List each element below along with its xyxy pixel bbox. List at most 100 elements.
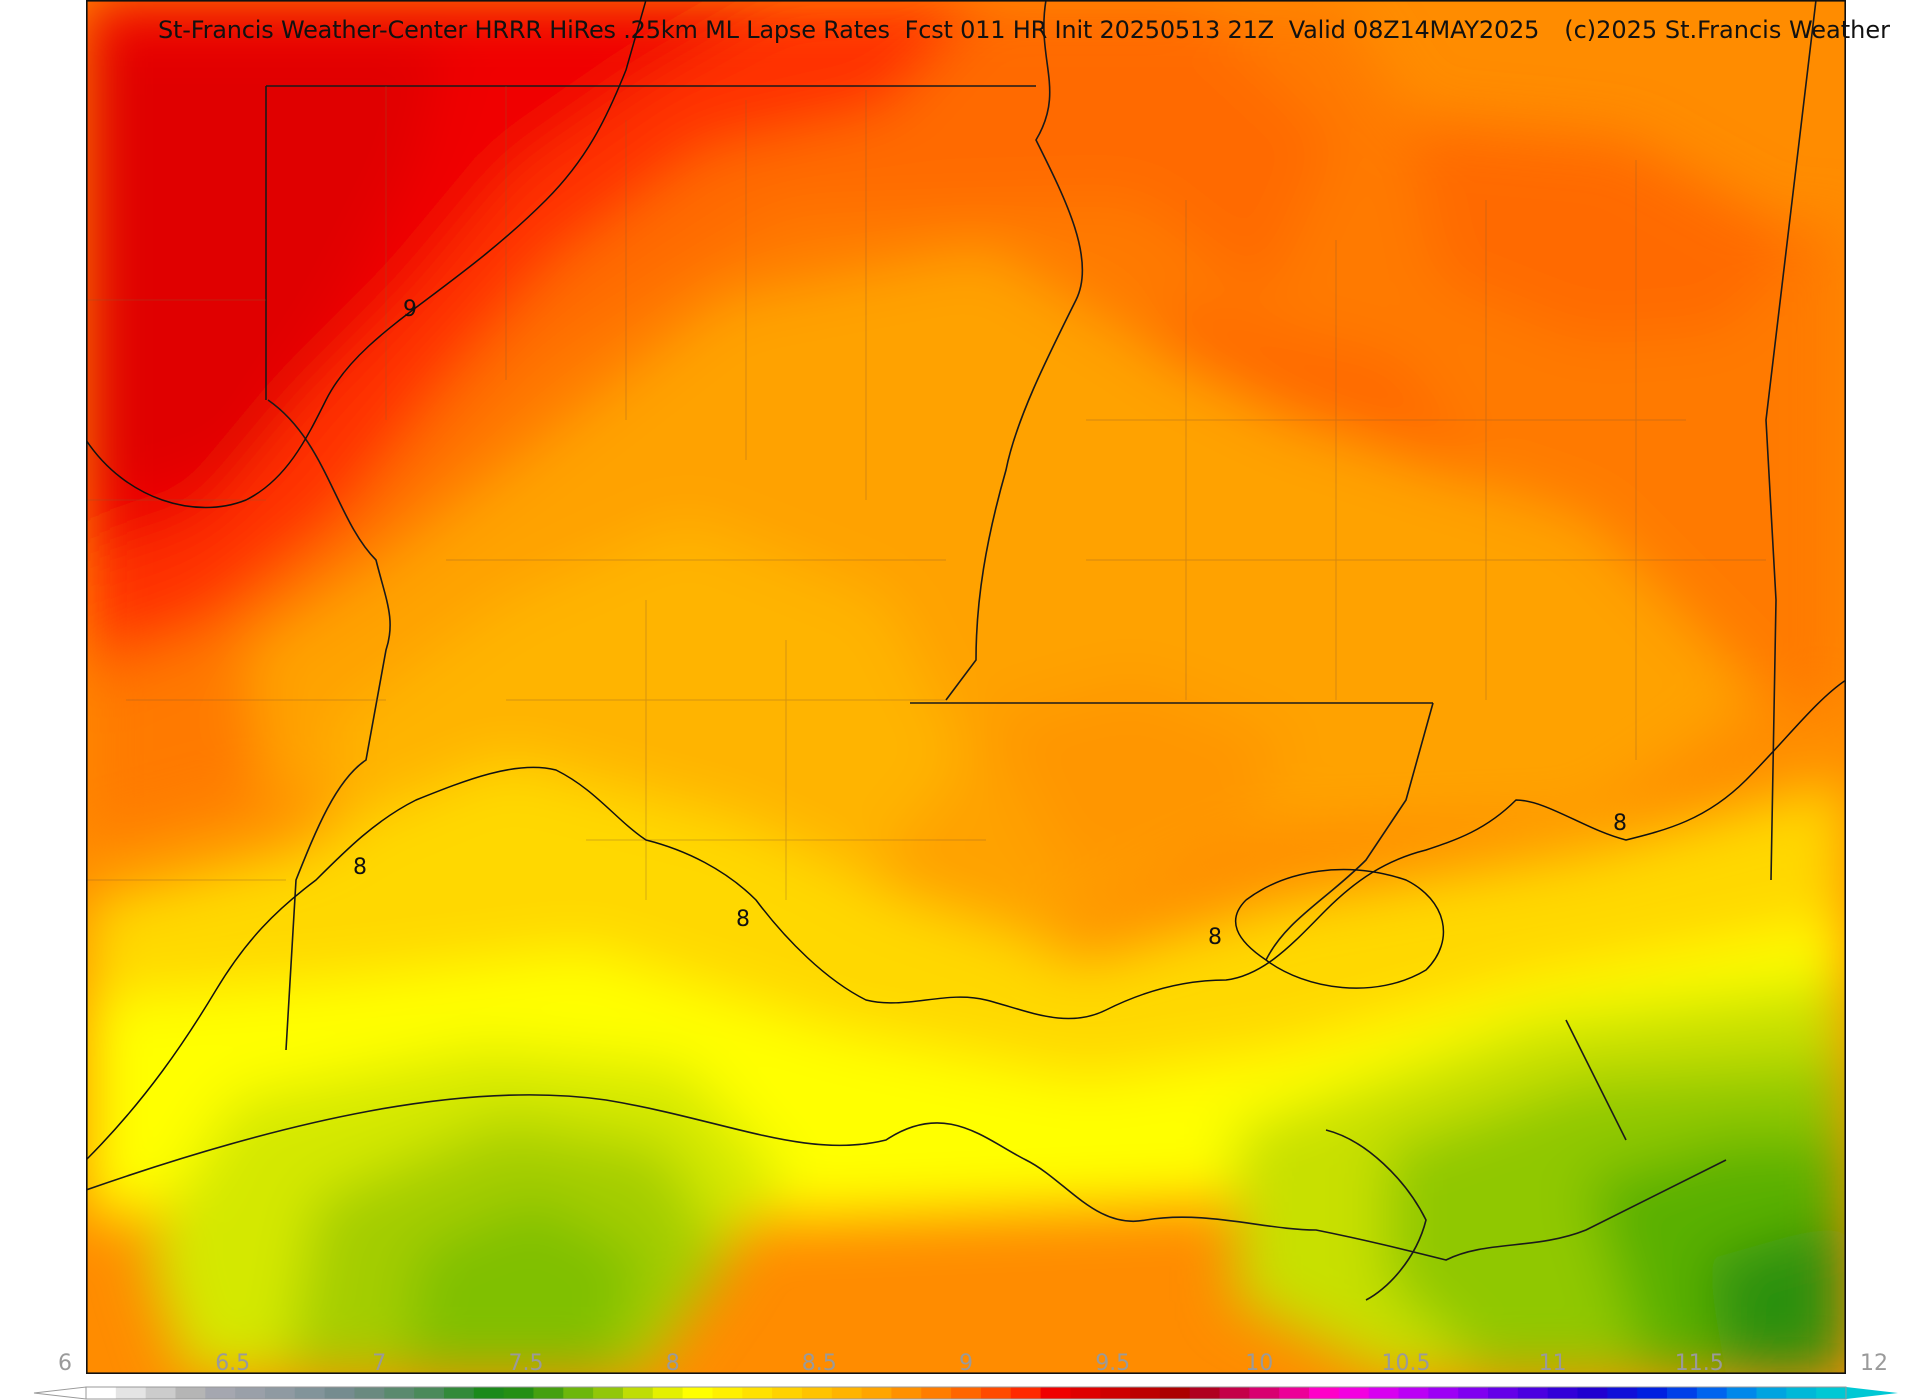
colorbar-swatch bbox=[951, 1387, 982, 1399]
colorbar-outline bbox=[85, 1386, 1847, 1400]
county-lines bbox=[86, 86, 1766, 900]
colorbar-swatch bbox=[354, 1387, 385, 1399]
colorbar-swatch bbox=[1667, 1387, 1698, 1399]
colorbar-swatch bbox=[1040, 1387, 1072, 1399]
colorbar-swatch bbox=[1279, 1387, 1310, 1399]
colorbar-swatch bbox=[1577, 1387, 1608, 1399]
colorbar-swatch bbox=[294, 1387, 326, 1399]
colorbar-tick-label: 10 bbox=[1245, 1351, 1273, 1376]
colorbar-swatch bbox=[235, 1387, 266, 1399]
colorbar-swatch bbox=[503, 1387, 535, 1399]
colorbar-tick-label: 11.5 bbox=[1675, 1351, 1724, 1376]
lapse-rate-map: 9 8 8 8 8 bbox=[86, 0, 1846, 1374]
colorbar-swatch bbox=[861, 1387, 893, 1399]
colorbar-swatch bbox=[145, 1387, 177, 1399]
colorbar-swatch bbox=[86, 1387, 117, 1399]
colorbar: 6 6.5 7 7.5 8 8.5 9 9.5 10 10.5 11 11.5 12 bbox=[33, 1351, 1898, 1400]
colorbar-min-arrow bbox=[33, 1386, 87, 1400]
colorbar-swatch bbox=[1368, 1387, 1400, 1399]
colorbar-swatch bbox=[1816, 1387, 1847, 1399]
river-boundary-west bbox=[267, 399, 391, 1051]
colorbar-swatch bbox=[1428, 1387, 1459, 1399]
colorbar-tick-label: 12 bbox=[1860, 1351, 1888, 1376]
colorbar-swatch bbox=[115, 1387, 147, 1399]
contour-label: 9 bbox=[403, 297, 417, 322]
colorbar-swatch bbox=[801, 1387, 833, 1399]
colorbar-swatches bbox=[33, 1386, 1898, 1400]
border-east-vertical bbox=[1765, 0, 1817, 881]
colorbar-swatch bbox=[563, 1387, 594, 1399]
colorbar-tick-label: 9 bbox=[959, 1351, 973, 1376]
colorbar-swatch bbox=[1607, 1387, 1638, 1399]
colorbar-swatch bbox=[742, 1387, 773, 1399]
colorbar-swatch bbox=[1130, 1387, 1161, 1399]
colorbar-swatch bbox=[831, 1387, 863, 1399]
colorbar-swatch bbox=[593, 1387, 624, 1399]
contour-9 bbox=[86, 0, 647, 509]
colorbar-swatch bbox=[1726, 1387, 1758, 1399]
copyright-label: (c)2025 St.Francis Weather bbox=[1564, 16, 1890, 44]
contour-label-group: 9 8 8 8 8 bbox=[353, 297, 1627, 950]
colorbar-swatch bbox=[1309, 1387, 1340, 1399]
contour-lines bbox=[86, 0, 1846, 1161]
colorbar-swatch bbox=[772, 1387, 803, 1399]
colorbar-swatch bbox=[533, 1387, 564, 1399]
contour-8-main bbox=[86, 679, 1846, 1161]
colorbar-swatch bbox=[473, 1387, 505, 1399]
colorbar-tick-label: 7.5 bbox=[509, 1351, 544, 1376]
contour-8-island bbox=[1235, 868, 1445, 989]
colorbar-swatch bbox=[921, 1387, 952, 1399]
colorbar-swatch bbox=[175, 1387, 206, 1399]
colorbar-tick-label: 11 bbox=[1539, 1351, 1567, 1376]
colorbar-tick-label: 10.5 bbox=[1382, 1351, 1431, 1376]
colorbar-swatch bbox=[1696, 1387, 1728, 1399]
colorbar-swatch bbox=[652, 1387, 684, 1399]
colorbar-swatch bbox=[891, 1387, 922, 1399]
colorbar-tick-label: 9.5 bbox=[1095, 1351, 1130, 1376]
coastline bbox=[86, 1019, 1727, 1301]
colorbar-swatch bbox=[1338, 1387, 1370, 1399]
contour-label: 8 bbox=[1613, 811, 1627, 836]
lapse-rate-field bbox=[86, 0, 1846, 1374]
colorbar-swatch bbox=[1786, 1387, 1817, 1399]
colorbar-swatch bbox=[1189, 1387, 1221, 1399]
colorbar-tick-label: 7 bbox=[372, 1351, 386, 1376]
colorbar-swatch bbox=[414, 1387, 445, 1399]
colorbar-swatch bbox=[443, 1387, 475, 1399]
colorbar-swatch bbox=[1488, 1387, 1519, 1399]
colorbar-swatch bbox=[1159, 1387, 1191, 1399]
colorbar-swatch bbox=[1517, 1387, 1549, 1399]
contour-label: 8 bbox=[353, 855, 367, 880]
colorbar-swatch bbox=[622, 1387, 654, 1399]
colorbar-tick-label: 8.5 bbox=[802, 1351, 837, 1376]
colorbar-swatch bbox=[980, 1387, 1012, 1399]
colorbar-swatch bbox=[324, 1387, 356, 1399]
colorbar-swatch bbox=[384, 1387, 415, 1399]
map-border bbox=[86, 0, 1846, 1374]
colorbar-swatch bbox=[1637, 1387, 1668, 1399]
colorbar-swatch bbox=[1547, 1387, 1579, 1399]
colorbar-swatch bbox=[1070, 1387, 1101, 1399]
colorbar-swatch bbox=[1458, 1387, 1489, 1399]
colorbar-swatch bbox=[712, 1387, 743, 1399]
colorbar-swatch bbox=[1010, 1387, 1042, 1399]
river-boundary-central bbox=[945, 0, 1084, 701]
colorbar-swatch bbox=[1756, 1387, 1787, 1399]
colorbar-max-arrow bbox=[1846, 1387, 1898, 1399]
colorbar-swatch bbox=[1219, 1387, 1250, 1399]
colorbar-swatch bbox=[1398, 1387, 1429, 1399]
colorbar-tick-label: 8 bbox=[666, 1351, 680, 1376]
contour-label: 8 bbox=[1208, 925, 1222, 950]
colorbar-swatch bbox=[205, 1387, 236, 1399]
river-boundary-east bbox=[1265, 702, 1434, 961]
colorbar-tick-labels: 6 6.5 7 7.5 8 8.5 9 9.5 10 10.5 11 11.5 12 bbox=[58, 1351, 1888, 1376]
colorbar-tick-label: 6.5 bbox=[215, 1351, 250, 1376]
contour-label: 8 bbox=[736, 907, 750, 932]
colorbar-swatch bbox=[264, 1387, 296, 1399]
map-title: St-Francis Weather-Center HRRR HiRes .25… bbox=[158, 16, 1540, 44]
colorbar-tick-label: 6 bbox=[58, 1351, 72, 1376]
colorbar-swatch bbox=[1249, 1387, 1280, 1399]
state-boundaries bbox=[265, 0, 1817, 1051]
colorbar-swatch bbox=[682, 1387, 714, 1399]
colorbar-swatch bbox=[1100, 1387, 1131, 1399]
